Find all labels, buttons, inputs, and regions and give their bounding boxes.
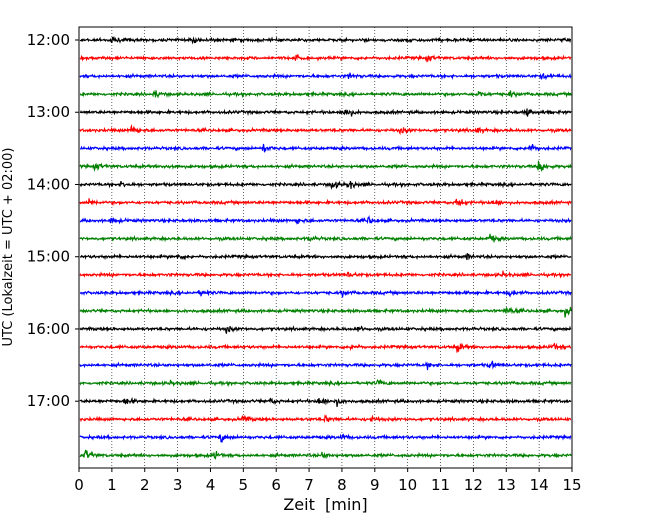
x-tick-label: 7: [304, 476, 314, 494]
x-tick-label: 8: [337, 476, 347, 494]
trace-1600: [79, 325, 572, 334]
trace-1515: [79, 270, 572, 279]
trace-1345: [79, 160, 572, 173]
trace-1730: [79, 433, 572, 443]
trace-1230: [79, 72, 572, 81]
x-tick-label: 5: [239, 476, 249, 494]
x-tick-label: 13: [497, 476, 516, 494]
x-tick-label: 1: [107, 476, 117, 494]
x-tick-label: 0: [74, 476, 84, 494]
trace-1645: [79, 378, 572, 388]
y-tick-label: 14:00: [27, 175, 70, 193]
trace-1715: [79, 414, 572, 424]
trace-1315: [79, 124, 572, 136]
trace-1630: [79, 360, 572, 371]
trace-1615: [79, 342, 572, 353]
x-tick-label: 3: [173, 476, 183, 494]
trace-1545: [79, 306, 572, 318]
trace-1300: [79, 108, 572, 117]
x-tick-label: 12: [464, 476, 483, 494]
trace-1530: [79, 288, 572, 298]
trace-1400: [79, 180, 572, 191]
x-tick-label: 6: [271, 476, 281, 494]
trace-1245: [79, 89, 572, 99]
trace-1500: [80, 252, 572, 261]
trace-1330: [80, 143, 572, 153]
seismogram-traces: [79, 35, 572, 460]
plot-frame: [78, 26, 573, 469]
y-axis-title: UTC (Lokalzeit = UTC + 02:00): [1, 148, 16, 347]
trace-1445: [79, 233, 572, 243]
x-axis-title: Zeit [min]: [283, 495, 367, 514]
trace-1415: [79, 198, 572, 207]
x-tick-label: 2: [140, 476, 150, 494]
trace-1430: [79, 214, 572, 225]
x-tick-label: 15: [562, 476, 581, 494]
y-tick-label: 13:00: [27, 103, 70, 121]
y-tick-label: 15:00: [27, 248, 70, 266]
x-tick-label: 10: [398, 476, 417, 494]
y-tick-label: 12:00: [27, 31, 70, 49]
x-tick-label: 11: [431, 476, 450, 494]
y-tick-label: 16:00: [27, 320, 70, 338]
y-tick-label: 17:00: [27, 392, 70, 410]
trace-1215: [79, 54, 572, 63]
trace-1700: [79, 396, 572, 407]
x-tick-label: 9: [370, 476, 380, 494]
x-tick-label: 4: [206, 476, 216, 494]
y-axis-ticks: 12:00 13:00 14:00 15:00 16:00 17:00: [27, 31, 79, 410]
plot-background: [79, 27, 572, 468]
trace-1745: [79, 449, 572, 460]
trace-1200: [79, 35, 572, 45]
x-tick-label: 14: [530, 476, 549, 494]
x-axis-ticks: 0 1 2 3 4 5 6 7 8 9 10 11 12 13 14 15: [74, 468, 582, 494]
